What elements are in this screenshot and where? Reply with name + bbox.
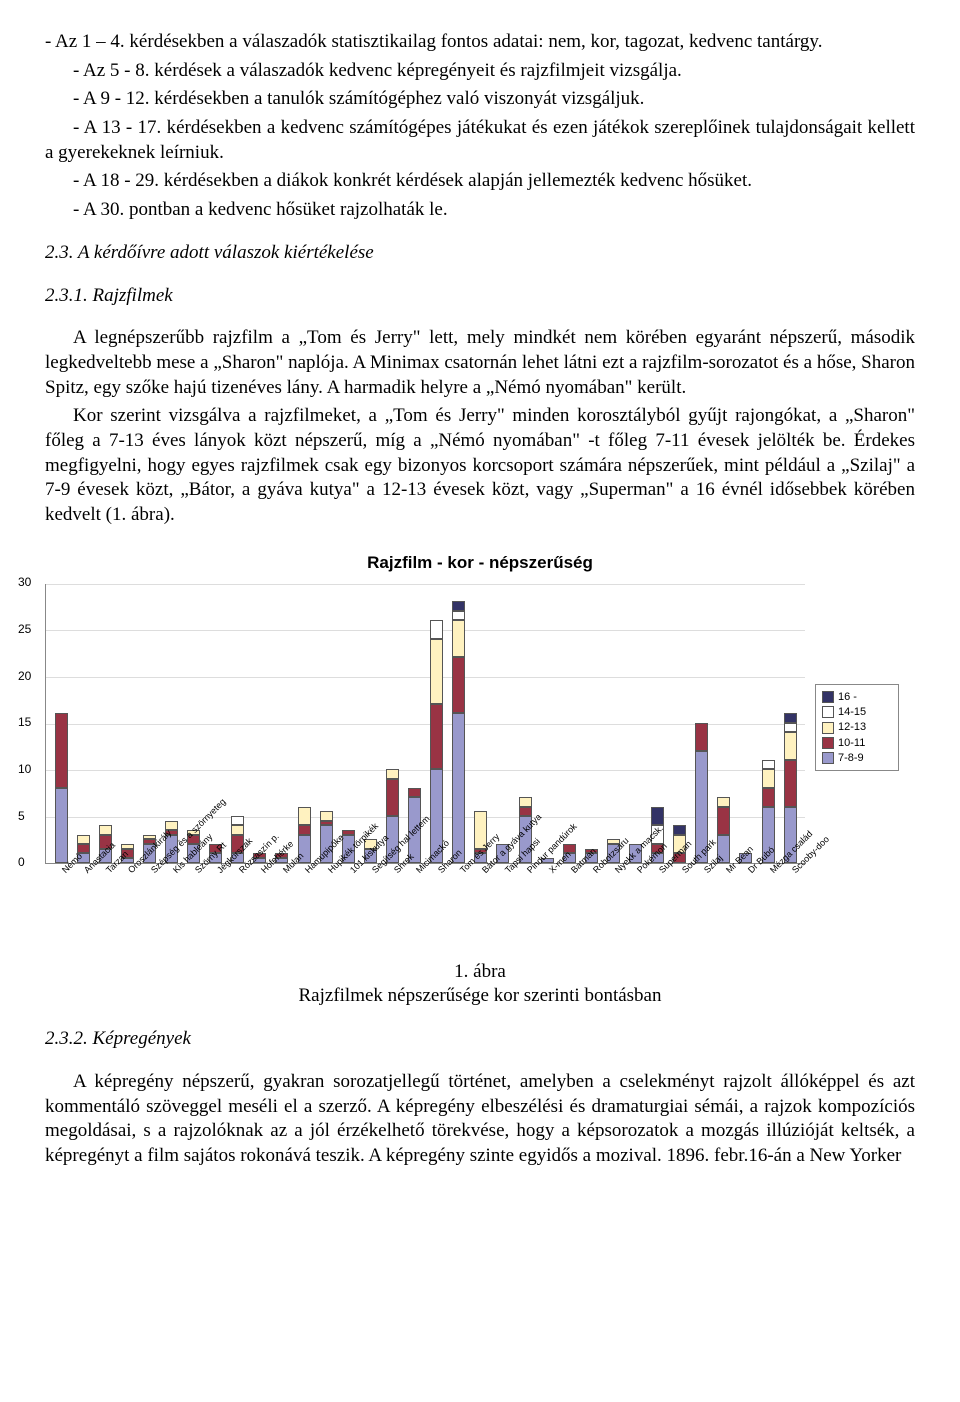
- legend-swatch: [822, 706, 834, 718]
- chart-y-tick: 25: [18, 622, 31, 638]
- legend-swatch: [822, 722, 834, 734]
- chart-bar-segment: [231, 825, 244, 834]
- list-item-3: - A 9 - 12. kérdésekben a tanulók számít…: [45, 87, 915, 112]
- list-item-6: - A 30. pontban a kedvenc hősüket rajzol…: [45, 198, 915, 223]
- chart-bar-segment: [452, 713, 465, 862]
- legend-row: 10-11: [822, 736, 892, 750]
- paragraph-2-3-1-a: A legnépszerűbb rajzfilm a „Tom és Jerry…: [45, 326, 915, 400]
- chart-bar-segment: [430, 639, 443, 704]
- chart-bar-segment: [320, 811, 333, 820]
- list-item-5: - A 18 - 29. kérdésekben a diákok konkré…: [45, 169, 915, 194]
- chart-bar-segment: [695, 723, 708, 751]
- paragraph-2-3-2: A képregény népszerű, gyakran sorozatjel…: [45, 1070, 915, 1169]
- chart-bar-segment: [519, 797, 532, 806]
- chart-bar-segment: [99, 825, 112, 834]
- chart-bar-segment: [452, 620, 465, 657]
- chart-bar-segment: [452, 601, 465, 610]
- chart-y-tick: 15: [18, 715, 31, 731]
- chart-bar-segment: [77, 835, 90, 844]
- chart-bar-segment: [452, 611, 465, 620]
- chart-y-tick: 0: [18, 855, 25, 871]
- chart-bar: [55, 713, 68, 862]
- figure-number: 1. ábra: [454, 961, 506, 982]
- legend-swatch: [822, 752, 834, 764]
- legend-label: 7-8-9: [838, 751, 864, 765]
- list-item-4: - A 13 - 17. kérdésekben a kedvenc számí…: [45, 116, 915, 165]
- chart-bar-segment: [298, 807, 311, 826]
- chart-bar-segment: [55, 713, 68, 788]
- chart-bar-segment: [762, 769, 775, 788]
- legend-label: 12-13: [838, 720, 866, 734]
- chart-title: Rajzfilm - kor - népszerűség: [45, 552, 915, 574]
- chart-bar-segment: [386, 779, 399, 816]
- chart-bar-segment: [717, 807, 730, 835]
- chart-bar-segment: [55, 788, 68, 863]
- chart-bar-segment: [784, 732, 797, 760]
- legend-row: 12-13: [822, 720, 892, 734]
- chart-y-tick: 10: [18, 762, 31, 778]
- chart-bar: [430, 620, 443, 863]
- chart-bar-segment: [231, 816, 244, 825]
- legend-row: 16 -: [822, 690, 892, 704]
- chart-y-tick: 5: [18, 808, 25, 824]
- chart-bar-segment: [408, 788, 421, 797]
- legend-swatch: [822, 691, 834, 703]
- section-2-3-2-heading: 2.3.2. Képregények: [45, 1027, 915, 1052]
- chart-y-tick: 30: [18, 575, 31, 591]
- chart-bar-segment: [430, 620, 443, 639]
- chart-bar-segment: [717, 797, 730, 806]
- chart-bar-segment: [386, 769, 399, 778]
- legend-label: 14-15: [838, 705, 866, 719]
- section-2-3-1-heading: 2.3.1. Rajzfilmek: [45, 284, 915, 309]
- chart-y-tick: 20: [18, 668, 31, 684]
- chart-bar: [452, 601, 465, 862]
- section-2-3-heading: 2.3. A kérdőívre adott válaszok kiértéke…: [45, 241, 915, 266]
- chart-bar-segment: [762, 760, 775, 769]
- legend-label: 16 -: [838, 690, 857, 704]
- list-item-1: - Az 1 – 4. kérdésekben a válaszadók sta…: [45, 30, 915, 55]
- legend-row: 14-15: [822, 705, 892, 719]
- chart-bar-segment: [762, 788, 775, 807]
- chart-bar-segment: [784, 723, 797, 732]
- legend-swatch: [822, 737, 834, 749]
- paragraph-2-3-1-b: Kor szerint vizsgálva a rajzfilmeket, a …: [45, 404, 915, 527]
- chart-bar-segment: [298, 825, 311, 834]
- popularity-chart: Rajzfilm - kor - népszerűség 05101520253…: [45, 552, 915, 1009]
- chart-bar-segment: [519, 807, 532, 816]
- chart-legend: 16 -14-1512-13 10-117-8-9: [815, 684, 899, 771]
- legend-label: 10-11: [838, 736, 865, 750]
- chart-x-labels: NémóAnastaciaTarzanOroszlánkirálySzépség…: [45, 864, 805, 954]
- chart-bar: [717, 797, 730, 862]
- legend-row: 7-8-9: [822, 751, 892, 765]
- chart-bar-segment: [784, 760, 797, 807]
- chart-bar-segment: [452, 657, 465, 713]
- figure-caption: Rajzfilmek népszerűsége kor szerinti bon…: [299, 985, 662, 1006]
- chart-bar-segment: [673, 825, 686, 834]
- chart-bar-segment: [784, 713, 797, 722]
- chart-bar-segment: [430, 704, 443, 769]
- list-item-2: - Az 5 - 8. kérdések a válaszadók kedven…: [45, 59, 915, 84]
